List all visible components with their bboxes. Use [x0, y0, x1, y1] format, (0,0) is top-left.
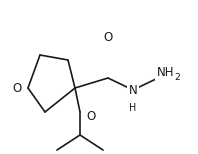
Text: NH: NH	[157, 65, 174, 79]
Text: O: O	[103, 31, 113, 44]
Text: H: H	[129, 103, 137, 113]
Text: N: N	[129, 83, 137, 97]
Text: O: O	[86, 109, 95, 122]
Text: O: O	[13, 81, 22, 95]
Text: 2: 2	[174, 73, 180, 83]
